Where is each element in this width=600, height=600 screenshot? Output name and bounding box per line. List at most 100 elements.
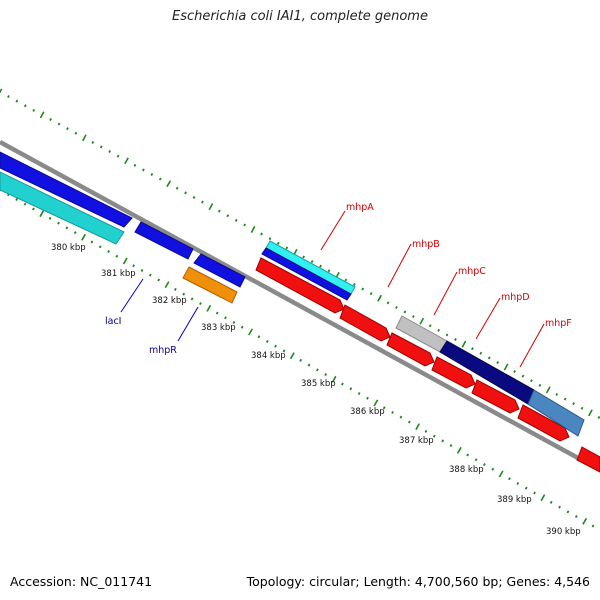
inner-tick-minor (441, 439, 445, 443)
outer-tick-minor (310, 260, 314, 264)
outer-tick-minor (471, 347, 474, 351)
inner-tick-minor (57, 221, 60, 225)
inner-tick-major (331, 375, 337, 383)
outer-tick-minor (285, 246, 289, 250)
outer-tick-minor (530, 379, 533, 383)
inner-tick-major (206, 304, 212, 312)
outer-tick-minor (597, 415, 600, 419)
outer-tick-minor (184, 191, 187, 195)
gene-arrow-mhpR[interactable] (193, 253, 246, 288)
gene-arrow-red-1[interactable] (255, 257, 345, 314)
gene-label-lacI: lacI (105, 316, 122, 327)
gene-arrow-red-6[interactable] (517, 404, 570, 442)
outer-tick-minor (108, 150, 111, 154)
outer-tick-minor (445, 333, 449, 337)
inner-tick-major (498, 470, 504, 478)
outer-tick-minor (268, 237, 272, 241)
outer-tick-minor (133, 163, 137, 167)
outer-tick-minor (99, 145, 103, 149)
scale-label-384: 384 kbp (251, 351, 286, 361)
scale-label-390: 390 kbp (546, 527, 581, 537)
outer-tick-minor (74, 131, 78, 135)
outer-tick-minor (226, 214, 230, 218)
inner-tick-minor (107, 250, 110, 254)
outer-tick-minor (479, 351, 483, 355)
inner-tick-minor (524, 486, 528, 490)
inner-tick-minor (357, 392, 361, 396)
outer-tick-minor (386, 301, 390, 305)
outer-tick-minor (57, 122, 61, 126)
inner-tick-minor (48, 216, 52, 220)
map-title: Escherichia coli IAI1, complete genome (172, 9, 428, 24)
inner-tick-major (582, 517, 588, 525)
outer-tick-major (81, 134, 87, 142)
outer-tick-minor (513, 370, 516, 374)
gene-arrow-steel[interactable] (527, 389, 585, 437)
outer-tick-minor (91, 140, 95, 144)
inner-tick-major (248, 328, 253, 336)
outer-tick-major (250, 226, 256, 233)
inner-tick-minor (549, 500, 553, 504)
gene-arrow-red-7[interactable] (576, 446, 600, 473)
outer-tick-minor (580, 406, 584, 410)
gene-arrow-red-3[interactable] (386, 332, 435, 367)
inner-tick-minor (157, 278, 161, 282)
gene-arrow-blue-large[interactable] (0, 151, 133, 228)
inner-tick-major (289, 352, 295, 360)
inner-tick-minor (265, 339, 269, 343)
inner-tick-minor (299, 358, 303, 362)
inner-tick-minor (132, 264, 135, 268)
outer-tick-minor (15, 99, 19, 103)
gene-arrow-lacI[interactable] (134, 221, 194, 260)
inner-tick-minor (474, 458, 478, 462)
gene-label-mhpC: mhpC (458, 266, 486, 277)
inner-tick-major (540, 494, 546, 502)
gene-arrow-cyan[interactable] (0, 171, 125, 245)
scale-label-386: 386 kbp (350, 407, 385, 417)
inner-tick-minor (215, 311, 219, 315)
outer-tick-minor (428, 324, 432, 328)
outer-tick-major (39, 111, 45, 119)
gene-label-mhpR: mhpR (149, 345, 177, 356)
outer-tick-minor (572, 402, 575, 406)
gene-arrow-orange[interactable] (182, 266, 238, 304)
inner-tick-minor (366, 396, 369, 400)
inner-tick-minor (449, 444, 453, 448)
inner-tick-minor (190, 297, 194, 301)
gene-label-mhpD: mhpD (501, 292, 530, 303)
inner-tick-minor (15, 197, 19, 201)
gene-arrow-red-5[interactable] (471, 379, 520, 414)
outer-tick-major (503, 363, 509, 371)
outer-tick-minor (437, 328, 440, 332)
outer-tick-major (545, 386, 551, 394)
inner-tick-minor (349, 387, 353, 391)
outer-tick-minor (142, 168, 145, 172)
gene-arrow-red-2[interactable] (339, 304, 391, 342)
inner-tick-minor (140, 268, 144, 272)
inner-tick-minor (182, 292, 186, 296)
outer-tick-minor (49, 117, 52, 122)
outer-tick-minor (319, 264, 322, 268)
outer-tick-minor (243, 223, 246, 227)
gene-arrow-mhpA[interactable] (261, 247, 352, 301)
outer-tick-minor (538, 383, 542, 387)
accession-text: Accession: NC_011741 (10, 574, 153, 589)
inner-tick-minor (382, 406, 386, 410)
outer-tick-minor (32, 108, 36, 112)
outer-tick-track (0, 88, 600, 419)
outer-tick-minor (412, 315, 415, 319)
inner-tick-minor (574, 515, 578, 519)
inner-tick-minor (98, 245, 102, 249)
inner-tick-minor (32, 207, 35, 211)
inner-tick-minor (224, 316, 227, 320)
scale-label-387: 387 kbp (399, 436, 434, 446)
outer-tick-minor (555, 392, 559, 396)
gene-arrow-red-4[interactable] (431, 356, 476, 389)
inner-tick-minor (533, 491, 536, 495)
outer-tick-minor (201, 200, 204, 204)
outer-tick-minor (217, 209, 221, 213)
scale-label-389: 389 kbp (497, 495, 532, 505)
inner-tick-minor (491, 467, 495, 471)
outer-tick-minor (521, 374, 525, 378)
inner-tick-minor (307, 363, 311, 367)
